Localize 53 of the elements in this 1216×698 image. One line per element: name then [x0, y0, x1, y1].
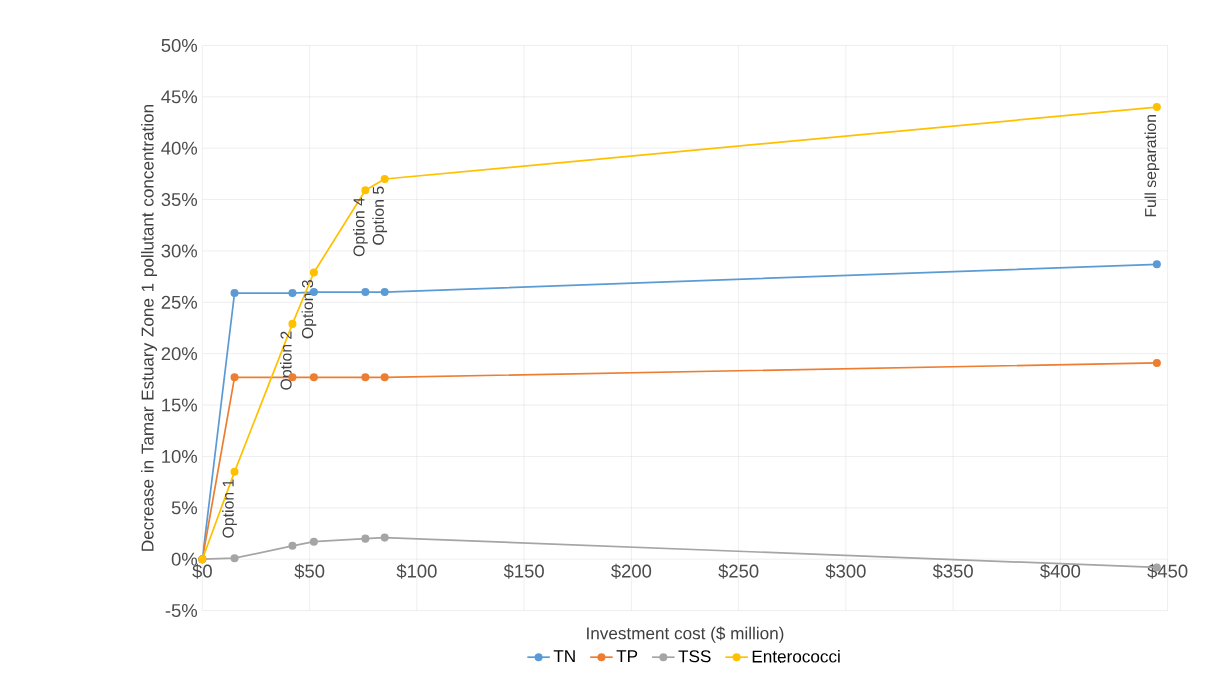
y-tick-label: 20% — [161, 347, 198, 361]
x-axis-title: Investment cost ($ million) — [587, 626, 784, 643]
point — [361, 288, 370, 297]
point — [230, 468, 239, 477]
annotation: Option 1 — [222, 479, 237, 538]
y-tick-label: 45% — [161, 90, 198, 104]
annotation: Full separation — [1144, 115, 1160, 217]
x-tick-label: $400 — [1040, 564, 1081, 580]
point — [309, 373, 318, 382]
y-tick-label: 15% — [162, 398, 198, 412]
point — [288, 289, 297, 298]
annotation: Option 3 — [301, 280, 317, 339]
x-tick-label: $350 — [932, 564, 973, 580]
point — [230, 373, 239, 382]
point — [309, 537, 318, 546]
point — [309, 268, 318, 277]
legend-label: TN — [553, 650, 575, 663]
legend-label: Enterococci — [752, 650, 840, 663]
point — [361, 186, 370, 195]
point — [288, 320, 297, 329]
annotation: Option 5 — [372, 186, 388, 246]
x-tick-label: $200 — [611, 564, 652, 580]
legend-label: TSS — [678, 650, 711, 663]
x-tick-label: $50 — [294, 564, 325, 580]
y-tick-label: 5% — [171, 501, 198, 515]
y-tick-label: 25% — [161, 296, 198, 310]
point — [230, 554, 239, 563]
y-tick-label: 30% — [161, 244, 198, 258]
legend-label: TP — [616, 650, 638, 663]
x-tick-label: $300 — [825, 564, 866, 580]
point — [230, 289, 239, 298]
point — [361, 534, 370, 543]
point — [288, 542, 297, 551]
y-tick-label: 50% — [161, 39, 198, 53]
y-tick-label: 10% — [162, 450, 198, 464]
point — [1152, 103, 1161, 112]
y-tick-label: 40% — [161, 141, 198, 155]
point — [380, 288, 389, 297]
x-tick-label: $450 — [1147, 564, 1188, 580]
point — [380, 533, 389, 542]
x-tick-label: $250 — [718, 564, 759, 580]
x-tick-label: $0 — [192, 564, 212, 580]
annotation: Option 4 — [353, 197, 368, 257]
point — [1152, 359, 1161, 368]
x-tick-label: $150 — [503, 564, 544, 580]
y-axis-title: Decrease in Tamar Estuary Zone 1 pollutant concentration — [141, 105, 158, 551]
y-tick-label: -5% — [165, 604, 198, 618]
point — [380, 175, 389, 184]
point — [361, 373, 370, 382]
y-tick-label: 35% — [161, 193, 198, 207]
x-tick-label: $100 — [396, 564, 437, 580]
point — [380, 373, 389, 382]
point — [1152, 260, 1161, 269]
